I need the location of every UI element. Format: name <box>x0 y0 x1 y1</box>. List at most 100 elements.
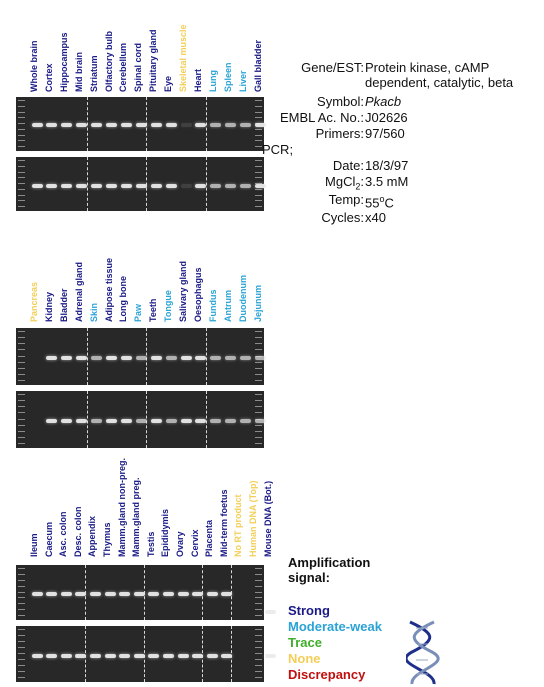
gel-band <box>91 123 103 127</box>
ladder-left <box>18 629 25 679</box>
temp-unit: C <box>384 195 394 211</box>
lane-label-3-13: Placenta <box>204 519 215 557</box>
gel-band <box>255 356 266 360</box>
gel-band <box>180 123 192 127</box>
ladder-right <box>255 629 262 679</box>
legend-item-none: None <box>288 651 321 666</box>
gel-band <box>89 654 101 658</box>
lane-label-2-5: Skin <box>88 302 99 322</box>
gel-band <box>255 123 266 127</box>
gel-band <box>165 184 177 188</box>
gel-band <box>225 356 237 360</box>
lane-label-2-2: Kidney <box>43 291 54 322</box>
lane-divider <box>205 391 207 448</box>
lane-label-2-12: Oesophagus <box>192 267 203 322</box>
lane-label-2-11: Salivary gland <box>178 260 188 322</box>
gel-band <box>76 356 88 360</box>
ladder-left <box>18 394 25 445</box>
gel-band <box>150 419 162 423</box>
gel-band <box>195 419 207 423</box>
gel-band <box>210 356 222 360</box>
mgcl2-colon: : <box>360 174 364 189</box>
gel-band <box>106 419 117 423</box>
gel-band <box>210 123 222 127</box>
gel-band <box>165 123 177 127</box>
gel-band <box>106 123 117 127</box>
gel-band <box>195 356 207 360</box>
lane-label-1-5: Striatum <box>88 55 99 92</box>
lane-label-1-2: Cortex <box>43 63 54 92</box>
ladder-left <box>18 331 25 382</box>
lane-divider <box>205 97 207 151</box>
lane-label-3-7: Mamm.gland non-preg. <box>116 458 127 557</box>
gel-band <box>177 592 189 596</box>
gel-band <box>195 184 207 188</box>
gel-band <box>148 654 160 658</box>
lane-label-3-6: Thymus <box>102 522 112 557</box>
gel-band <box>46 356 58 360</box>
lane-label-1-11: Skeletal muscle <box>178 24 188 92</box>
gel-band <box>31 184 43 188</box>
gel-band <box>120 184 132 188</box>
date-key: Date: <box>332 158 364 173</box>
gel-band <box>225 419 237 423</box>
gel-band <box>210 184 222 188</box>
gel-band <box>165 356 177 360</box>
legend: Amplification signal: Strong Moderate-we… <box>288 555 488 685</box>
lane-label-1-1: Whole brain <box>29 40 39 93</box>
lane-label-2-13: Fundus <box>207 289 218 323</box>
panel-2-gel-top <box>16 328 266 385</box>
gel-band <box>61 356 73 360</box>
lane-label-1-8: Spinal cord <box>133 42 144 92</box>
gel-band <box>31 123 43 127</box>
cycles-key: Cycles: <box>321 210 364 225</box>
gel-band <box>106 356 117 360</box>
lane-label-3-10: Epididymis <box>160 508 171 557</box>
lane-label-2-15: Duodenum <box>237 275 248 322</box>
ladder-left <box>18 100 25 148</box>
gel-band <box>89 592 101 596</box>
lane-label-3-11: Ovary <box>175 531 185 557</box>
legend-item-strong: Strong <box>288 603 330 618</box>
symbol-value: Pkacb <box>365 94 402 109</box>
ladder-left <box>18 160 25 208</box>
gel-band <box>60 592 72 596</box>
gel-band <box>240 356 252 360</box>
panel-1-gel-bottom <box>16 157 266 211</box>
lane-label-2-9: Teeth <box>148 298 159 322</box>
gel-band <box>46 592 58 596</box>
gel-band <box>240 123 252 127</box>
legend-item-discrepancy: Discrepancy <box>288 667 366 682</box>
gel-band <box>150 184 162 188</box>
lane-label-2-3: Bladder <box>58 288 69 322</box>
gel-band <box>221 592 233 596</box>
lane-divider <box>86 157 88 211</box>
cycles-value: x40 <box>365 210 386 225</box>
lane-label-2-4: Adrenal gland <box>73 261 84 322</box>
gel-band <box>120 419 132 423</box>
gel-band <box>106 184 117 188</box>
lane-divider <box>231 626 233 682</box>
legend-title-line-2: signal: <box>288 570 330 585</box>
legend-item-trace: Trace <box>288 635 322 650</box>
ladder-right <box>255 160 262 208</box>
gel-band <box>206 592 218 596</box>
mgcl2-subscript: 2 <box>355 181 361 192</box>
gel-band <box>104 592 116 596</box>
lane-label-2-16: Jejunum <box>252 284 263 322</box>
gel-band <box>91 356 103 360</box>
gel-band <box>46 419 58 423</box>
lane-label-1-10: Eye <box>163 75 174 92</box>
gel-band <box>75 592 87 596</box>
lane-label-1-13: Lung <box>207 70 218 92</box>
lane-divider <box>205 157 207 211</box>
gel-band <box>75 654 87 658</box>
gel-band <box>120 356 132 360</box>
gel-band <box>135 123 147 127</box>
gel-band <box>119 592 131 596</box>
mgcl2-key-text: MgCl <box>325 174 356 189</box>
lane-label-2-10: Tongue <box>163 290 174 322</box>
primers-value: 97/560 <box>365 126 405 141</box>
lane-label-3-14: Mid-term foetus <box>218 489 229 558</box>
panel-3-gel-top <box>16 565 277 620</box>
